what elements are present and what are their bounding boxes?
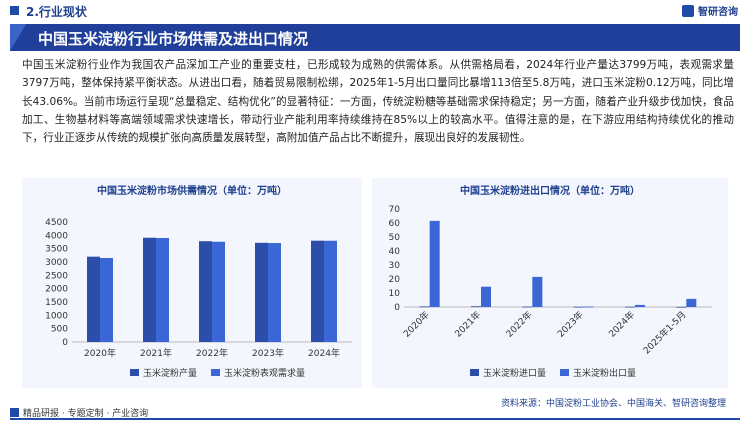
bar-series1 (573, 306, 584, 308)
section-label: 2.行业现状 (26, 5, 87, 19)
legend-label: 玉米淀粉产量 (143, 367, 197, 379)
supply-demand-chart: 中国玉米淀粉市场供需情况（单位：万吨） 0 500 1000 1500 2000 2500 3… (45, 184, 352, 379)
import-export-chart: 中国玉米淀粉进出口情况（单位：万吨） 0 10 20 30 40 50 60 70 2020年 20… (389, 184, 712, 379)
bar-series2 (100, 258, 113, 342)
section-square-icon (10, 6, 19, 15)
y-tick-label: 60 (389, 219, 401, 229)
source-note: 资料来源：中国淀粉工业协会、中国海关、智研咨询整理 (500, 399, 726, 409)
bar-series1 (87, 256, 100, 342)
title-accent-shape (10, 24, 26, 51)
y-tick-label: 0 (394, 303, 400, 313)
y-tick-label: 3500 (45, 245, 68, 255)
legend-swatch (560, 369, 569, 376)
x-tick-label: 2024年 (308, 347, 340, 359)
y-tick-label: 2500 (45, 271, 68, 281)
x-tick-label: 2021年 (452, 309, 483, 340)
bar-series2 (583, 306, 594, 308)
x-tick-label: 2023年 (252, 347, 284, 359)
footer-tagline-text: 精品研报 · 专题定制 · 产业咨询 (23, 409, 149, 419)
legend-label: 玉米淀粉表观需求量 (224, 367, 305, 379)
bar-series2 (324, 240, 337, 342)
legend-label: 玉米淀粉出口量 (573, 367, 636, 379)
x-tick-label: 2020年 (84, 347, 116, 359)
chart-title: 中国玉米淀粉进出口情况（单位：万吨） (460, 184, 640, 197)
bar-series1 (471, 306, 481, 308)
legend-swatch (470, 369, 479, 376)
y-tick-label: 3000 (45, 258, 68, 268)
bar-series1 (676, 306, 687, 308)
bar-series2 (686, 298, 697, 307)
bar-series2 (156, 238, 169, 342)
x-tick-label: 2020年 (401, 309, 432, 340)
y-tick-label: 0 (62, 338, 68, 348)
bar-series1 (143, 237, 156, 342)
y-tick-label: 1500 (45, 298, 68, 308)
legend-label: 玉米淀粉进口量 (483, 367, 546, 379)
y-tick-label: 2000 (45, 285, 68, 295)
brand-name: 智研咨询 (698, 7, 738, 18)
y-tick-label: 10 (389, 289, 401, 299)
bar-series1 (625, 306, 635, 308)
supply-demand-chart-panel: 中国玉米淀粉市场供需情况（单位：万吨） 0 500 1000 1500 2000 2500 3… (22, 178, 362, 388)
y-tick-label: 40 (389, 247, 401, 257)
import-export-chart-panel: 中国玉米淀粉进出口情况（单位：万吨） 0 10 20 30 40 50 60 70 2020年 20… (372, 178, 728, 388)
x-tick-label: 2025年1-5月 (641, 309, 689, 357)
bar-series1 (419, 306, 430, 308)
bar-series2 (532, 276, 543, 307)
y-tick-label: 500 (51, 325, 68, 335)
x-tick-label: 2021年 (140, 347, 172, 359)
page-title: 中国玉米淀粉行业市场供需及进出口情况 (38, 30, 309, 48)
x-tick-label: 2022年 (196, 347, 228, 359)
bar-series1 (522, 306, 533, 308)
y-tick-label: 1000 (45, 311, 68, 321)
y-tick-label: 30 (389, 261, 401, 271)
bar-series1 (199, 241, 212, 342)
x-tick-label: 2022年 (503, 309, 534, 340)
bar-series2 (481, 286, 491, 307)
bar-series2 (429, 220, 440, 307)
bar-series2 (268, 243, 281, 342)
body-paragraph: 中国玉米淀粉行业作为我国农产品深加工产业的重要支柱，已形成较为成熟的供需体系。从… (22, 59, 734, 145)
bar-series1 (311, 240, 324, 342)
brand-logo-icon (682, 4, 694, 17)
chart-title: 中国玉米淀粉市场供需情况（单位：万吨） (97, 184, 287, 197)
footer-divider (10, 418, 740, 420)
y-tick-label: 70 (389, 205, 401, 215)
legend-swatch (130, 369, 139, 376)
y-tick-label: 4000 (45, 231, 68, 241)
top-header: 2.行业现状 智研咨询 (0, 0, 750, 22)
bar-series2 (635, 304, 645, 307)
bar-series2 (212, 241, 225, 342)
y-tick-label: 50 (389, 233, 401, 243)
title-banner: 中国玉米淀粉行业市场供需及进出口情况 (10, 24, 740, 51)
x-tick-label: 2024年 (606, 309, 637, 340)
footer-tagline: 精品研报 · 专题定制 · 产业咨询 (10, 406, 148, 419)
y-tick-label: 4500 (45, 218, 68, 228)
legend-swatch (211, 369, 220, 376)
y-tick-label: 20 (389, 275, 401, 285)
footer-square-icon (10, 408, 19, 417)
brand-logo: 智研咨询 (682, 3, 738, 18)
bar-series1 (255, 242, 268, 342)
x-tick-label: 2023年 (555, 309, 586, 340)
